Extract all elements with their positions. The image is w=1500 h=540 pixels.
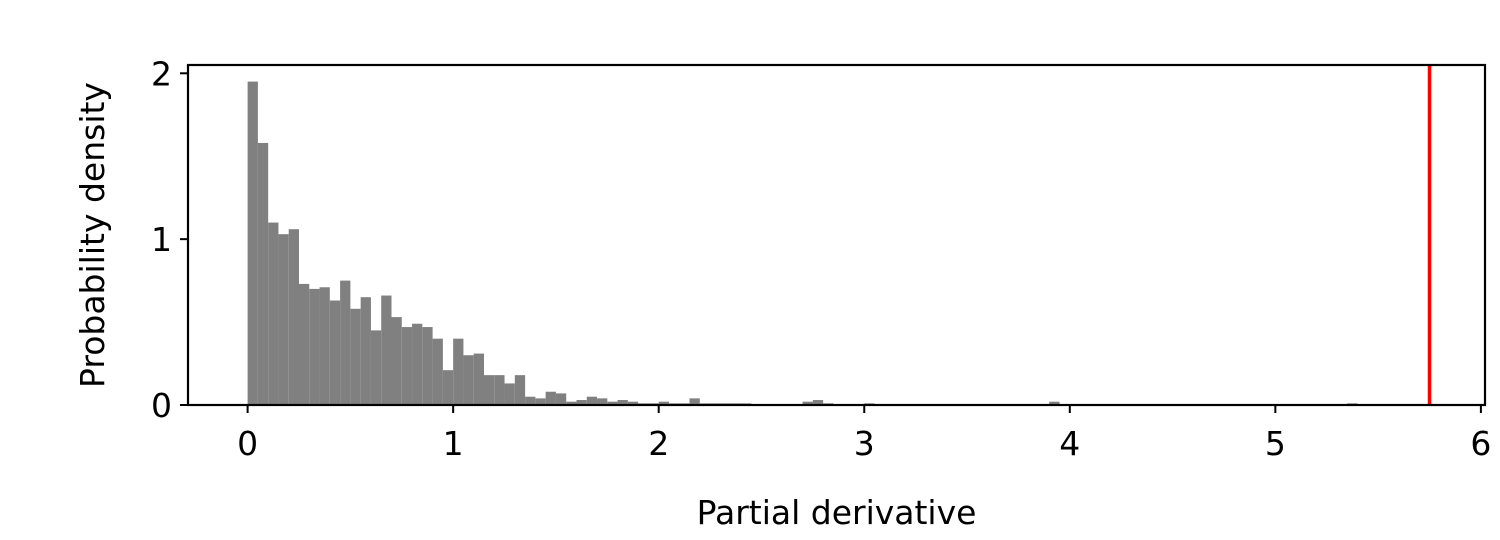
histogram-bar — [607, 401, 618, 405]
histogram-bar — [401, 327, 413, 405]
histogram-bar — [473, 353, 484, 405]
histogram-bar — [391, 317, 402, 405]
x-tick-label: 0 — [237, 424, 258, 463]
y-tick-label: 2 — [151, 54, 172, 93]
histogram-bar — [1049, 401, 1060, 405]
histogram-bar — [309, 288, 320, 405]
histogram-bar — [298, 283, 310, 405]
histogram-bar — [494, 375, 505, 405]
histogram-bar — [812, 400, 824, 405]
histogram-bar — [288, 229, 299, 405]
x-tick-label: 2 — [648, 424, 669, 463]
histogram-bar — [278, 234, 289, 405]
histogram-bar — [422, 327, 433, 405]
histogram-bar — [350, 308, 361, 405]
axes-frame — [186, 63, 1487, 407]
histogram-bar — [329, 300, 341, 405]
histogram-bar — [360, 297, 371, 405]
histogram-bar — [268, 222, 279, 405]
histogram-bar — [453, 338, 464, 405]
histogram-bar — [555, 393, 567, 405]
y-axis-label: Probability density — [73, 82, 112, 388]
x-axis-label: Partial derivative — [697, 493, 977, 532]
histogram-bar — [340, 280, 351, 405]
histogram-bars — [247, 81, 1358, 406]
y-tick-label: 0 — [151, 386, 172, 425]
histogram-bar — [658, 401, 669, 405]
histogram-bar — [370, 330, 382, 405]
x-tick-label: 6 — [1470, 424, 1491, 463]
histogram-bar — [566, 401, 577, 405]
histogram-bar — [689, 398, 700, 405]
histogram-bar — [535, 398, 546, 405]
histogram-bar — [525, 396, 536, 405]
histogram-bar — [545, 391, 556, 405]
x-tick-label: 5 — [1265, 424, 1286, 463]
histogram-bar — [381, 295, 392, 405]
histogram-bar — [412, 323, 423, 405]
histogram-bar — [463, 355, 474, 405]
x-tick-label: 4 — [1059, 424, 1080, 463]
histogram-bar — [514, 375, 526, 405]
histogram-bar — [432, 338, 443, 405]
histogram-bar — [257, 142, 269, 405]
histogram-bar — [247, 81, 258, 406]
histogram-bar — [617, 400, 628, 405]
histogram-bar — [802, 401, 813, 405]
x-tick-label: 3 — [854, 424, 875, 463]
histogram-bar — [504, 383, 515, 405]
x-tick-label: 1 — [443, 424, 464, 463]
histogram-bar — [597, 398, 608, 405]
histogram-bar — [319, 287, 330, 405]
y-tick-label: 1 — [151, 220, 172, 259]
histogram-bar — [627, 401, 639, 405]
histogram-bar — [483, 375, 495, 405]
y-axis-ticks: 0 1 2 — [151, 54, 188, 425]
histogram-bar — [586, 396, 598, 405]
histogram-bar — [442, 370, 454, 405]
x-axis-ticks: 0 1 2 3 4 5 6 — [237, 405, 1491, 463]
histogram-bar — [576, 400, 587, 405]
